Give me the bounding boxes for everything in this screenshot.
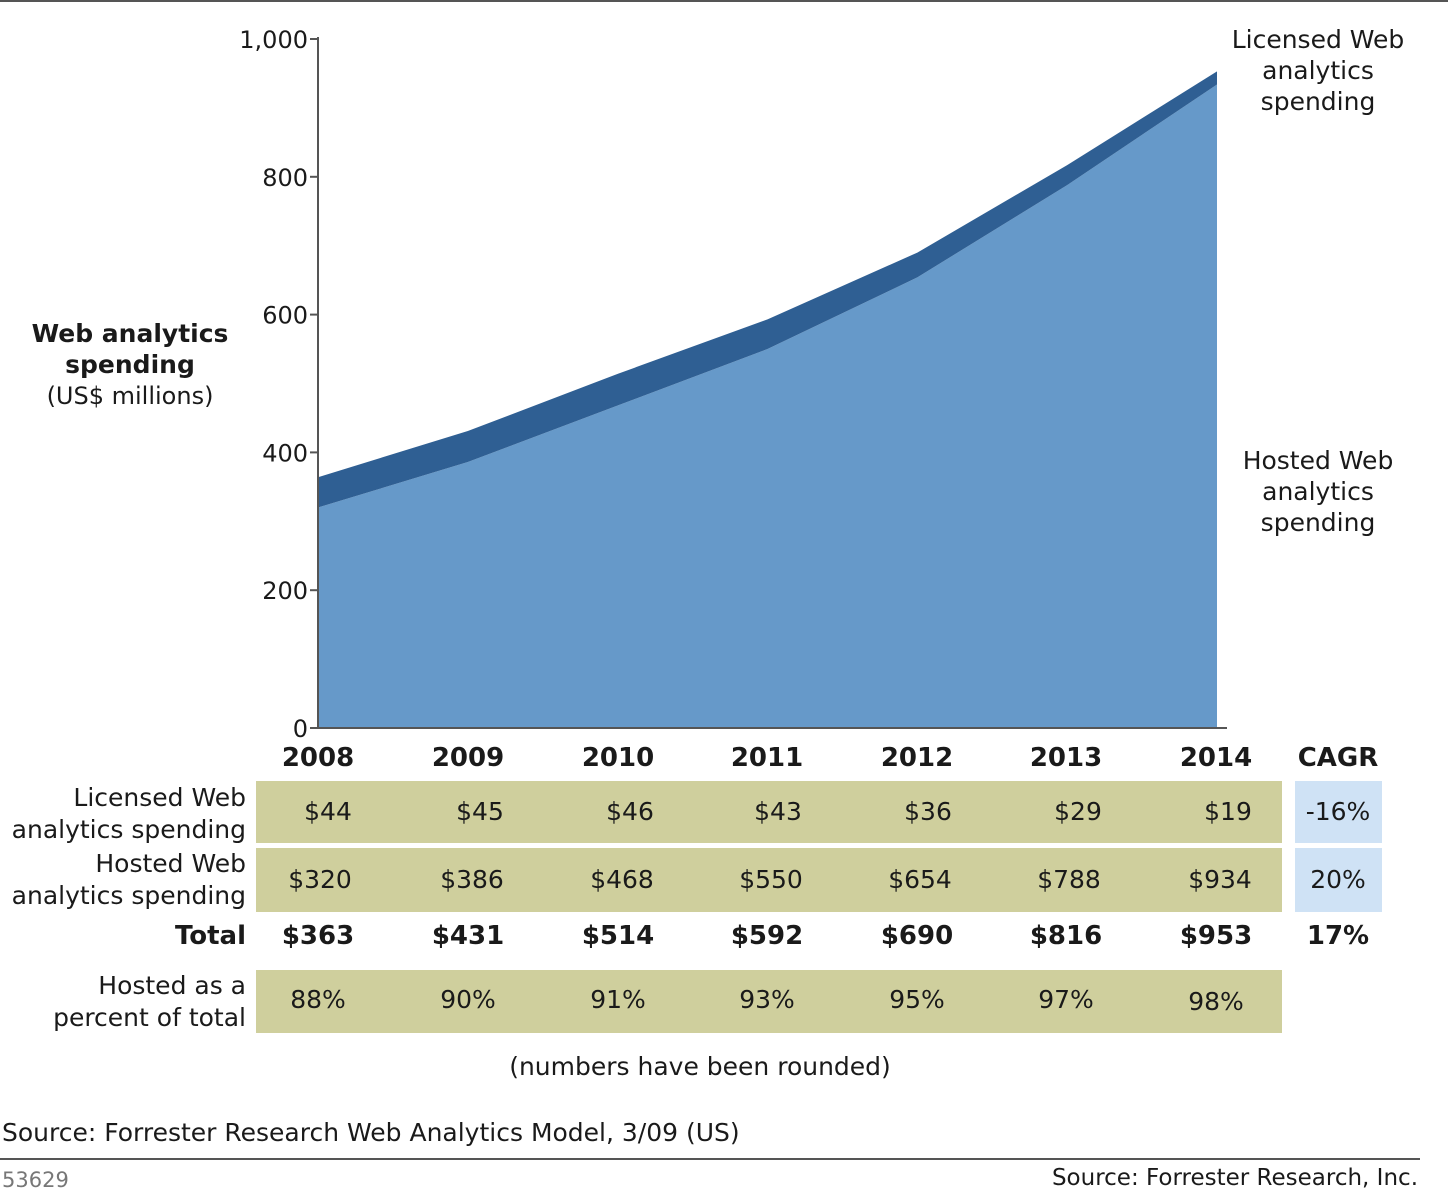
y-axis-label-unit: (US$ millions) — [46, 382, 214, 410]
credit-line: Source: Forrester Research, Inc. — [1051, 1165, 1418, 1191]
total-cell: $514 — [581, 921, 655, 951]
rounding-note: (numbers have been rounded) — [509, 1052, 891, 1081]
table-cell: $386 — [440, 865, 504, 894]
table-cell: $44 — [304, 797, 352, 826]
table-cell: $45 — [456, 797, 504, 826]
year-label: 2012 — [880, 743, 954, 773]
table-cell: 93% — [739, 985, 795, 1014]
licensed-cagr-band — [1295, 781, 1382, 843]
total-cell: $953 — [1179, 921, 1253, 951]
row-label-licensed: Licensed Web analytics spending — [11, 783, 246, 844]
y-tick-label: 200 — [262, 577, 308, 605]
licensed-series-label: Licensed Web analytics spending — [1231, 25, 1405, 116]
y-axis-label-line2: spending — [65, 350, 195, 379]
y-axis-label-line1: Web analytics — [31, 319, 229, 348]
table-cell: $29 — [1054, 797, 1102, 826]
y-tick-label: 400 — [262, 439, 308, 467]
table-cell: 95% — [889, 985, 945, 1014]
total-cell: $816 — [1029, 921, 1103, 951]
table-cell: $36 — [904, 797, 952, 826]
year-label: 2011 — [730, 743, 804, 773]
area-chart: 0 200 400 600 800 1,000 — [239, 26, 1227, 743]
table-cell: $934 — [1188, 865, 1252, 894]
year-label: 2008 — [281, 743, 355, 773]
year-label: 2010 — [581, 743, 655, 773]
total-cell: $363 — [281, 921, 355, 951]
percent-row-band — [256, 970, 1282, 1033]
source-line: Source: Forrester Research Web Analytics… — [2, 1118, 740, 1147]
table-cell: $320 — [288, 865, 352, 894]
total-cell: $431 — [431, 921, 505, 951]
year-label: 2009 — [431, 743, 505, 773]
area-series-0 — [318, 84, 1217, 728]
hosted-series-label: Hosted Web analytics spending — [1242, 446, 1394, 537]
table-cell: 90% — [440, 985, 496, 1014]
table-cell: $550 — [739, 865, 803, 894]
table-cell: $43 — [754, 797, 802, 826]
top-rule — [0, 0, 1448, 2]
year-label: 2014 — [1179, 743, 1253, 773]
row-label-percent: Hosted as a percent of total — [53, 971, 246, 1032]
year-label: 2013 — [1029, 743, 1103, 773]
y-axis-label: Web analytics spending (US$ millions) — [10, 318, 250, 412]
cagr-cell: -16% — [1305, 797, 1371, 826]
row-label-total: Total — [174, 921, 246, 951]
y-tick-label: 600 — [262, 302, 308, 330]
table-cell: $46 — [606, 797, 654, 826]
licensed-row-band — [256, 781, 1282, 843]
row-label-hosted: Hosted Web analytics spending — [11, 849, 246, 910]
area-series-1 — [318, 71, 1217, 508]
hosted-row-band — [256, 848, 1282, 912]
table-cell: 97% — [1038, 985, 1094, 1014]
cagr-header: CAGR — [1297, 743, 1379, 773]
bottom-rule — [0, 1158, 1420, 1160]
cagr-cell: 20% — [1310, 865, 1366, 894]
table-cell: $19 — [1204, 797, 1252, 826]
total-cell: $592 — [730, 921, 804, 951]
hosted-cagr-band — [1295, 848, 1382, 912]
table-cell: 88% — [290, 985, 346, 1014]
y-tick-label: 0 — [293, 715, 308, 743]
table-cell: $654 — [888, 865, 952, 894]
y-tick-label: 800 — [262, 164, 308, 192]
table-cell: 98% — [1188, 987, 1244, 1016]
table-cell: $788 — [1037, 865, 1101, 894]
table-cell: 91% — [590, 985, 646, 1014]
figure-id: 53629 — [2, 1168, 69, 1192]
total-cell: $690 — [880, 921, 954, 951]
table-cell: $468 — [590, 865, 654, 894]
y-tick-label: 1,000 — [239, 26, 308, 54]
cagr-cell: 17% — [1306, 921, 1370, 951]
